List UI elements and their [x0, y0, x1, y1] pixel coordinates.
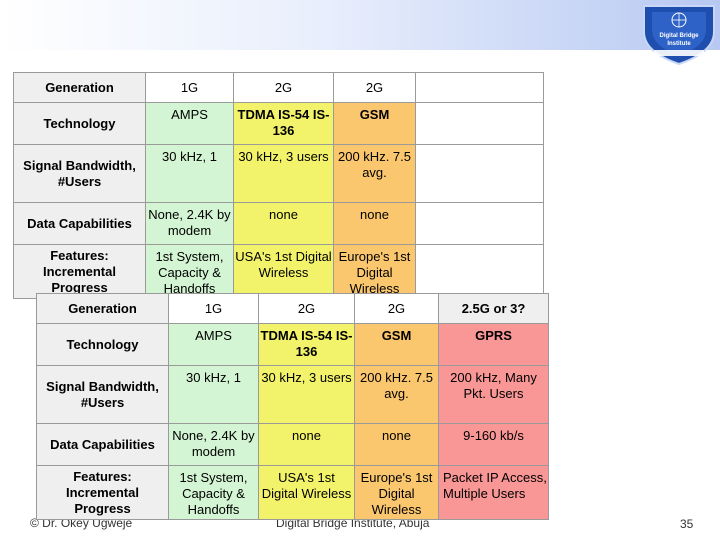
empty-cell [415, 202, 544, 245]
cell-2g-tdma: 2G [233, 72, 334, 103]
cell-1g: 30 kHz, 1 [168, 365, 259, 424]
cell-25g: GPRS [438, 323, 549, 366]
row-label: Signal Bandwidth, #Users [13, 144, 146, 203]
cell-2g-tdma: USA's 1st Digital Wireless [233, 244, 334, 299]
row-label: Data Capabilities [13, 202, 146, 245]
cell-1g: AMPS [168, 323, 259, 366]
cell-2g-tdma: USA's 1st Digital Wireless [258, 465, 355, 520]
table-row: Signal Bandwidth, #Users 30 kHz, 1 30 kH… [13, 144, 544, 203]
cell-2g-tdma: TDMA IS-54 IS-136 [258, 323, 355, 366]
table-row: Technology AMPS TDMA IS-54 IS-136 GSM GP… [36, 323, 549, 366]
row-label: Features: Incremental Progress [13, 244, 146, 299]
table-row: Generation 1G 2G 2G 2.5G or 3? [36, 293, 549, 324]
cell-25g: 2.5G or 3? [438, 293, 549, 324]
cell-2g-tdma: none [258, 423, 355, 466]
empty-cell [415, 72, 544, 103]
cell-1g: 1G [168, 293, 259, 324]
cell-2g-tdma: 2G [258, 293, 355, 324]
cell-1g: None, 2.4K by modem [145, 202, 234, 245]
table-row: Features: Incremental Progress 1st Syste… [36, 465, 549, 520]
cell-1g: AMPS [145, 102, 234, 145]
cell-2g-gsm: Europe's 1st Digital Wireless [333, 244, 416, 299]
institute-logo: Digital Bridge Institute [638, 2, 720, 66]
logo-text-line1: Digital Bridge [659, 33, 699, 39]
cell-1g: 30 kHz, 1 [145, 144, 234, 203]
empty-cell [415, 244, 544, 299]
cell-2g-gsm: none [333, 202, 416, 245]
table-row: Signal Bandwidth, #Users 30 kHz, 1 30 kH… [36, 365, 549, 424]
cell-2g-gsm: 200 kHz. 7.5 avg. [354, 365, 439, 424]
page-number: 35 [680, 517, 694, 531]
cell-25g: 9-160 kb/s [438, 423, 549, 466]
cell-2g-gsm: 200 kHz. 7.5 avg. [333, 144, 416, 203]
row-label: Generation [13, 72, 146, 103]
shield-logo-icon [643, 5, 715, 66]
cell-2g-tdma: 30 kHz, 3 users [258, 365, 355, 424]
cell-25g: 200 kHz, Many Pkt. Users [438, 365, 549, 424]
cell-1g: 1st System, Capacity & Handoffs [168, 465, 259, 520]
back-generation-table: Generation 1G 2G 2G Technology AMPS TDMA… [13, 72, 544, 299]
row-label: Signal Bandwidth, #Users [36, 365, 169, 424]
empty-cell [415, 144, 544, 203]
cell-2g-gsm: 2G [354, 293, 439, 324]
row-label: Technology [13, 102, 146, 145]
cell-25g: Packet IP Access, Multiple Users [438, 465, 549, 520]
table-row: Data Capabilities None, 2.4K by modem no… [36, 423, 549, 466]
cell-2g-gsm: 2G [333, 72, 416, 103]
cell-2g-gsm: GSM [354, 323, 439, 366]
row-label: Technology [36, 323, 169, 366]
cell-1g: None, 2.4K by modem [168, 423, 259, 466]
cell-2g-tdma: 30 kHz, 3 users [233, 144, 334, 203]
table-row: Features: Incremental Progress 1st Syste… [13, 244, 544, 299]
cell-2g-tdma: none [233, 202, 334, 245]
front-generation-table: Generation 1G 2G 2G 2.5G or 3? Technolog… [36, 293, 549, 520]
top-gradient-band [0, 0, 720, 50]
empty-cell [415, 102, 544, 145]
cell-1g: 1st System, Capacity & Handoffs [145, 244, 234, 299]
cell-2g-gsm: Europe's 1st Digital Wireless [354, 465, 439, 520]
table-row: Generation 1G 2G 2G [13, 72, 544, 103]
cell-2g-gsm: GSM [333, 102, 416, 145]
row-label: Generation [36, 293, 169, 324]
table-row: Technology AMPS TDMA IS-54 IS-136 GSM [13, 102, 544, 145]
row-label: Data Capabilities [36, 423, 169, 466]
cell-2g-gsm: none [354, 423, 439, 466]
row-label: Features: Incremental Progress [36, 465, 169, 520]
cell-1g: 1G [145, 72, 234, 103]
logo-text-line2: Institute [667, 41, 691, 47]
table-row: Data Capabilities None, 2.4K by modem no… [13, 202, 544, 245]
cell-2g-tdma: TDMA IS-54 IS-136 [233, 102, 334, 145]
